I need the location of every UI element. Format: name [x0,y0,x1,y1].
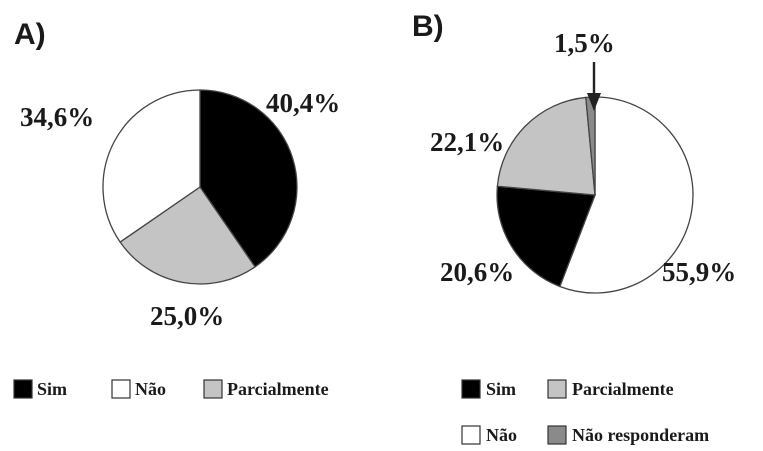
legend-b-swatch-parcialmente [547,379,567,399]
pie-a-slice-parcialmente [119,186,256,285]
callout-arrow-head [587,93,601,111]
legend-b-swatch-nao [461,425,481,445]
legend-a-swatch-sim [13,379,33,399]
pie-b [496,96,694,294]
chart-b: B) 1,5% 22,1% 20,6% 55,9% Sim Parcialmen… [412,10,736,445]
legend-b-label-nao: Não [486,425,517,445]
legend-b-label-sim: Sim [486,379,516,399]
pct-label-a-sim: 40,4% [266,88,340,118]
legend-b-label-nao-responderam: Não responderam [572,425,709,445]
panel-label-a: A) [14,18,46,51]
panel-label-b: B) [412,10,444,43]
chart-a: A) 40,4% 25,0% 34,6% Sim Não Parcialment… [13,18,340,399]
legend-b-label-parcialmente: Parcialmente [572,379,674,399]
pct-label-b-nao: 55,9% [662,257,736,287]
pie-b-slice-nao [558,96,694,294]
pie-a-slice-nao [102,89,201,243]
legend-b-swatch-nao-responderam [547,425,567,445]
pie-a-slice-sim [199,89,298,268]
legend-a-label-sim: Sim [37,379,67,399]
legend-b: Sim Parcialmente Não Não responderam [461,379,709,445]
legend-a-label-nao: Não [135,379,166,399]
pct-label-a-parcialmente: 25,0% [150,301,224,331]
legend-a-swatch-nao [111,379,131,399]
pct-label-b-nao-responderam: 1,5% [554,28,615,58]
legend-b-swatch-sim [461,379,481,399]
legend-a-label-parcialmente: Parcialmente [227,379,329,399]
pct-label-b-sim: 20,6% [440,257,514,287]
pie-a [102,89,298,285]
legend-a-swatch-parcialmente [203,379,223,399]
pie-b-slice-parcialmente [496,96,596,196]
pie-b-slice-sim [496,185,596,288]
pct-label-b-parcialmente: 22,1% [430,127,504,157]
pct-label-a-nao: 34,6% [20,102,94,132]
legend-a: Sim Não Parcialmente [13,379,329,399]
